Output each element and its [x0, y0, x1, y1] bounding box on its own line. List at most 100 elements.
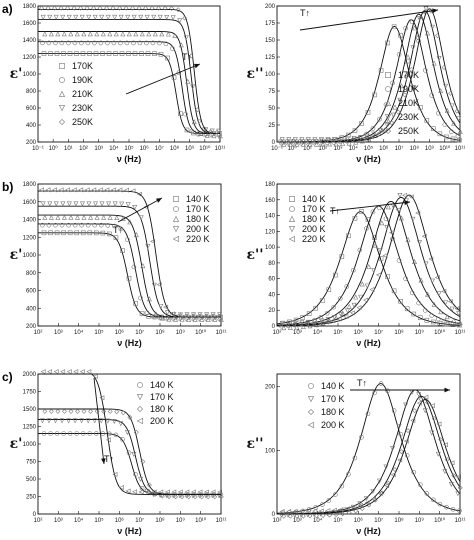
data-point — [100, 230, 106, 236]
data-point — [175, 7, 181, 13]
data-point — [369, 134, 375, 140]
x-tick-label: 10¹¹ — [216, 518, 227, 524]
data-point — [389, 120, 395, 126]
data-point — [391, 24, 397, 30]
x-tick-label: 10⁶ — [115, 329, 125, 336]
data-point — [107, 231, 112, 237]
data-point — [66, 369, 72, 375]
data-point — [443, 300, 449, 306]
data-point — [195, 107, 201, 113]
data-point — [120, 410, 126, 416]
data-point — [395, 207, 401, 213]
data-point — [75, 214, 80, 220]
data-point — [396, 424, 402, 429]
data-point — [42, 31, 48, 37]
data-point — [371, 131, 377, 137]
data-point — [58, 5, 64, 11]
data-point — [139, 31, 145, 37]
data-point — [208, 129, 214, 135]
x-tick-label: 10⁷ — [135, 329, 144, 336]
data-point — [437, 501, 443, 507]
data-point — [133, 31, 139, 37]
data-point — [281, 141, 287, 147]
x-tick-label: 10⁵ — [333, 517, 343, 524]
data-point — [68, 214, 74, 220]
data-point — [448, 90, 453, 96]
data-point — [177, 493, 183, 499]
data-point — [418, 277, 424, 283]
y-tick-label: 100 — [265, 245, 276, 251]
data-point — [338, 312, 344, 318]
data-point — [435, 316, 441, 322]
data-point — [351, 504, 357, 510]
data-point — [390, 446, 396, 452]
y-tick-label: 120 — [265, 229, 276, 235]
data-point — [391, 408, 397, 413]
legend-label: 140 K — [302, 194, 326, 204]
legend-label: 230K — [398, 112, 419, 122]
data-point — [310, 138, 316, 144]
legend-marker — [384, 127, 392, 135]
data-point — [45, 187, 51, 193]
data-point — [191, 119, 197, 125]
data-point — [120, 437, 125, 442]
data-point — [319, 298, 325, 303]
x-tick-label: 10¹⁰ — [439, 145, 451, 152]
arrow-head — [432, 8, 438, 14]
data-point — [170, 46, 175, 51]
data-point — [144, 14, 150, 20]
data-point — [137, 40, 143, 46]
data-point — [144, 310, 150, 316]
data-point — [54, 431, 60, 436]
data-point — [371, 496, 377, 502]
data-point — [72, 418, 78, 424]
x-tick-label: 10² — [34, 518, 43, 524]
data-point — [91, 187, 97, 193]
y-tick-label: 500 — [26, 477, 37, 483]
y-axis-label: ε' — [10, 66, 23, 82]
data-point — [411, 85, 417, 90]
fit-curve — [38, 373, 221, 495]
data-point — [215, 313, 221, 319]
data-point — [429, 313, 435, 318]
x-tick-label: 10³ — [54, 330, 63, 336]
data-point — [312, 508, 318, 514]
data-point — [205, 494, 211, 500]
data-point — [152, 31, 158, 37]
data-point — [286, 509, 292, 514]
data-point — [99, 395, 105, 401]
legend-label: 140 K — [150, 380, 174, 390]
data-point — [92, 14, 98, 20]
data-point — [436, 291, 442, 297]
data-point — [66, 14, 72, 20]
data-point — [431, 301, 437, 307]
data-point — [176, 70, 182, 76]
fit-curve — [38, 41, 220, 134]
legend-marker — [289, 196, 295, 202]
data-point — [346, 471, 351, 477]
data-point — [410, 216, 416, 222]
data-point — [410, 45, 416, 51]
data-point — [382, 127, 388, 133]
data-point — [294, 141, 300, 147]
data-point — [54, 230, 60, 236]
data-point — [164, 493, 170, 499]
data-point — [126, 31, 132, 37]
data-point — [451, 317, 457, 323]
data-point — [94, 431, 99, 436]
data-point — [169, 5, 175, 11]
data-point — [327, 141, 333, 147]
data-point — [412, 259, 418, 264]
x-tick-label: 10⁰ — [288, 145, 298, 152]
data-point — [74, 431, 80, 436]
data-point — [299, 508, 305, 514]
data-point — [457, 508, 462, 514]
data-point — [423, 394, 429, 400]
data-point — [111, 40, 117, 46]
data-point — [423, 261, 429, 267]
data-point — [192, 316, 198, 322]
data-point — [284, 138, 290, 144]
data-point — [118, 14, 124, 20]
data-point — [281, 513, 287, 519]
data-point — [125, 202, 131, 208]
